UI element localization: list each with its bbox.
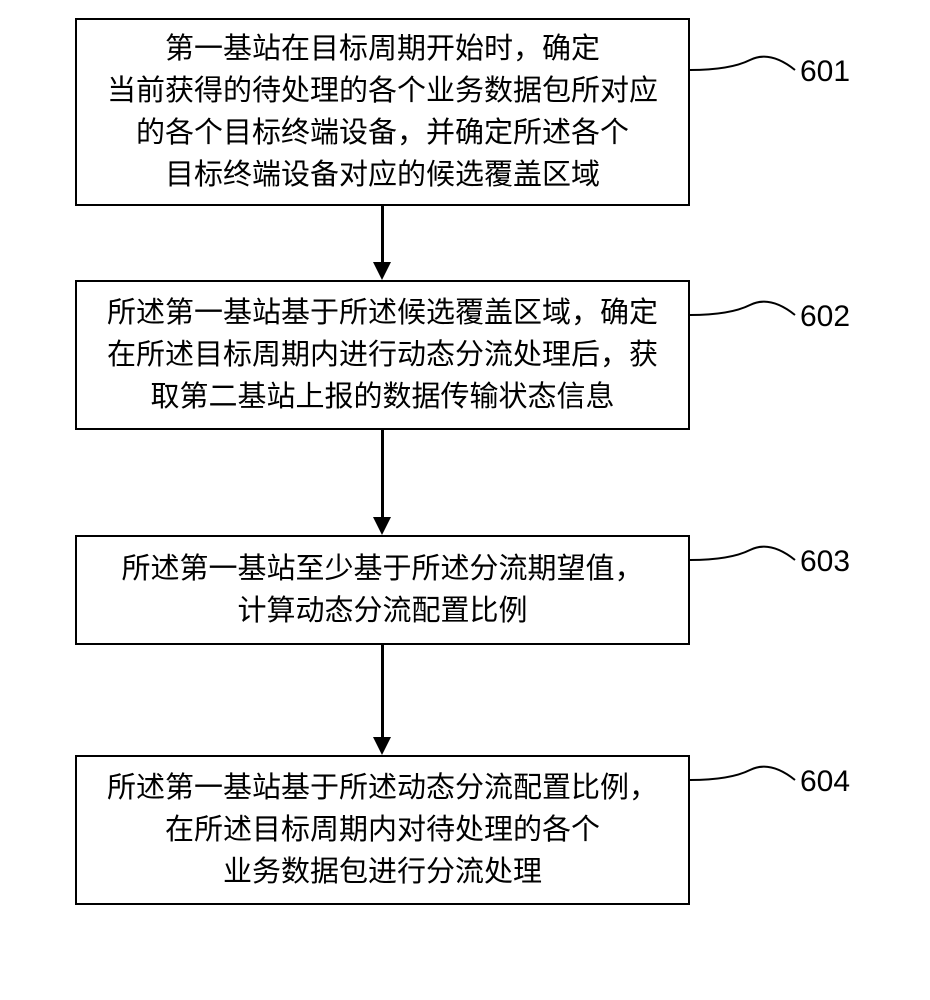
arrow-1-2-line (381, 206, 384, 264)
step-1-text: 第一基站在目标周期开始时，确定 当前获得的待处理的各个业务数据包所对应 的各个目… (107, 28, 658, 196)
step-3-text: 所述第一基站至少基于所述分流期望值， 计算动态分流配置比例 (121, 548, 643, 632)
step-4-text: 所述第一基站基于所述动态分流配置比例， 在所述目标周期内对待处理的各个 业务数据… (107, 767, 658, 893)
step-2-text: 所述第一基站基于所述候选覆盖区域，确定 在所述目标周期内进行动态分流处理后，获 … (107, 292, 658, 418)
connector-2 (690, 290, 800, 340)
arrow-1-2-head (373, 262, 391, 280)
step-3-label: 603 (800, 545, 850, 579)
connector-1 (690, 45, 800, 95)
connector-4 (690, 755, 800, 805)
flowchart-step-4: 所述第一基站基于所述动态分流配置比例， 在所述目标周期内对待处理的各个 业务数据… (75, 755, 690, 905)
flowchart-step-2: 所述第一基站基于所述候选覆盖区域，确定 在所述目标周期内进行动态分流处理后，获 … (75, 280, 690, 430)
arrow-3-4-head (373, 737, 391, 755)
step-2-label: 602 (800, 300, 850, 334)
flowchart-step-1: 第一基站在目标周期开始时，确定 当前获得的待处理的各个业务数据包所对应 的各个目… (75, 18, 690, 206)
step-4-label: 604 (800, 765, 850, 799)
arrow-2-3-line (381, 430, 384, 518)
flowchart-step-3: 所述第一基站至少基于所述分流期望值， 计算动态分流配置比例 (75, 535, 690, 645)
flowchart-container: 第一基站在目标周期开始时，确定 当前获得的待处理的各个业务数据包所对应 的各个目… (0, 0, 930, 1000)
arrow-2-3-head (373, 517, 391, 535)
step-1-label: 601 (800, 55, 850, 89)
arrow-3-4-line (381, 645, 384, 738)
connector-3 (690, 535, 800, 585)
